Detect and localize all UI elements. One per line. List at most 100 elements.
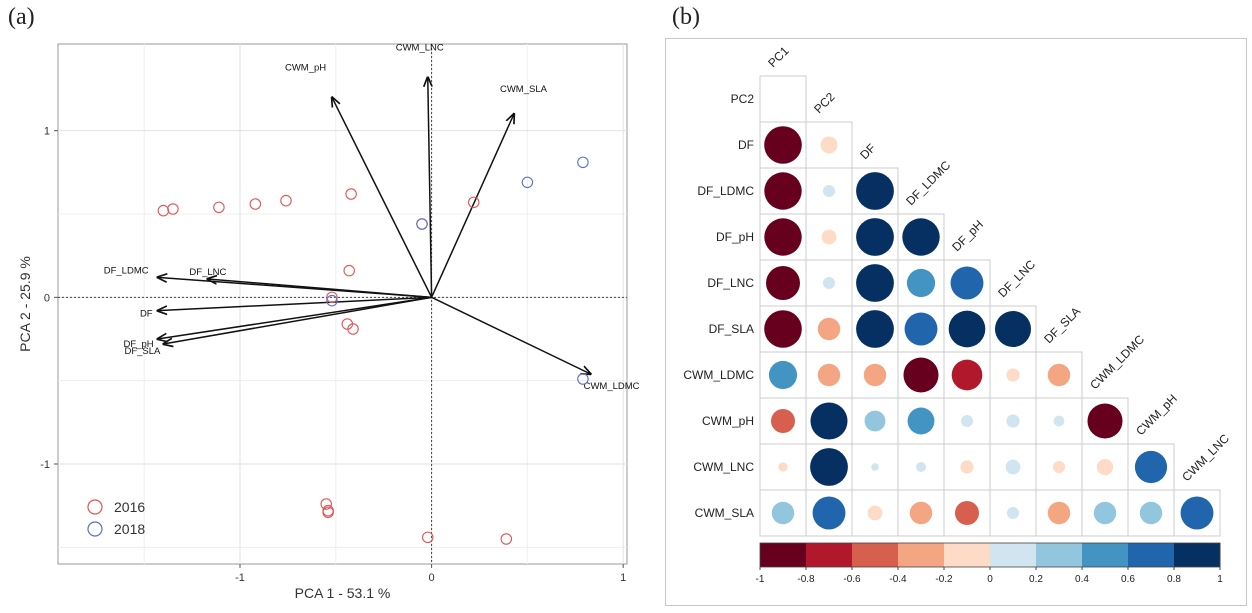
row-label-cwm-sla: CWM_SLA <box>695 506 754 520</box>
point-2016 <box>326 291 338 304</box>
point-2016 <box>249 198 262 210</box>
correlation-circle <box>904 312 938 346</box>
colorbar-tick-label: 0.2 <box>1029 574 1043 585</box>
correlation-circle <box>1134 450 1168 484</box>
row-label-df: DF <box>738 138 754 152</box>
colorbar-tick-label: -1 <box>756 574 765 585</box>
loading-arrow-df <box>158 296 432 310</box>
loading-arrow-cwm-ph <box>332 97 433 298</box>
correlation-circle <box>856 264 894 302</box>
correlation-circle <box>856 172 894 210</box>
correlation-circle <box>778 462 788 472</box>
point-2016 <box>320 498 332 510</box>
y-tick-label: 1 <box>44 126 50 138</box>
colorbar-tick-label: 1 <box>1217 574 1223 585</box>
point-2018 <box>326 294 338 307</box>
correlation-circle <box>766 266 800 300</box>
point-2016 <box>500 533 513 545</box>
loading-arrow-cwm-lnc <box>428 77 432 298</box>
loading-arrow-df-sla <box>163 296 432 344</box>
loading-label-cwm-sla: CWM_SLA <box>500 84 548 95</box>
correlation-circle <box>1096 458 1114 476</box>
correlation-circle <box>770 408 796 434</box>
matrix-cell <box>759 75 807 123</box>
correlation-circle <box>810 448 848 486</box>
row-label-df-ph: DF_pH <box>716 230 754 244</box>
correlation-circle <box>820 136 838 154</box>
loading-label-df-sla: DF_SLA <box>124 346 161 357</box>
correlation-circle <box>948 310 986 348</box>
colorbar-segment <box>990 543 1037 567</box>
column-label-pc2: PC2 <box>811 89 838 116</box>
column-label-df: DF <box>857 141 878 162</box>
colorbar-segment <box>898 543 945 567</box>
colorbar-segment <box>1174 543 1221 567</box>
correlation-circle <box>902 218 940 256</box>
colorbar-tick-label: -0.4 <box>889 574 907 585</box>
correlation-circle <box>764 126 802 164</box>
row-label-cwm-ldmc: CWM_LDMC <box>683 368 754 382</box>
legend-label-2018: 2018 <box>114 521 145 537</box>
correlation-circle <box>909 501 933 525</box>
correlation-circle <box>1052 460 1066 474</box>
correlation-circle <box>1006 368 1020 382</box>
point-2018 <box>416 218 428 230</box>
loading-arrow-cwm-ldmc <box>431 296 591 374</box>
correlation-circle <box>821 229 837 245</box>
pca-biplot: -1 0 1 -1 0 1 PCA 1 - 53.1 % PCA 2 - 25.9 % CWM_… <box>17 42 640 601</box>
loading-label-df-ph: DF_pH <box>124 339 154 350</box>
correlation-circle <box>764 172 802 210</box>
point-2018 <box>577 373 589 385</box>
colorbar-segment <box>1082 543 1129 567</box>
correlation-circle <box>856 310 894 348</box>
colorbar-segment <box>944 543 991 567</box>
row-label-cwm-ph: CWM_pH <box>702 414 754 428</box>
correlation-circle <box>1087 403 1123 439</box>
colorbar-segment <box>852 543 899 567</box>
colorbar-tick-label: -0.8 <box>797 574 815 585</box>
correlation-circle <box>1139 501 1163 525</box>
loading-label-df-ldmc: DF_LDMC <box>104 265 149 276</box>
correlation-circle <box>954 500 980 526</box>
colorbar-tick-label: 0 <box>987 574 993 585</box>
correlation-circle <box>867 505 883 521</box>
point-2016 <box>345 188 357 200</box>
y-axis-title: PCA 2 - 25.9 % <box>17 256 33 352</box>
colorbar-tick-label: 0.6 <box>1121 574 1135 585</box>
point-2016 <box>422 531 434 544</box>
correlation-circle <box>817 317 841 341</box>
loading-label-cwm-lnc: CWM_LNC <box>396 42 444 53</box>
column-label-df-ph: DF_pH <box>949 217 986 254</box>
loading-label-df-lnc: DF_LNC <box>189 267 226 278</box>
row-label-pc2: PC2 <box>731 92 755 106</box>
colorbar-tick-label: 0.4 <box>1075 574 1089 585</box>
column-label-df-ldmc: DF_LDMC <box>903 158 953 208</box>
point-2016 <box>280 194 292 207</box>
x-tick-label: -1 <box>235 572 245 584</box>
correlation-circle <box>764 310 802 348</box>
colorbar-tick-label: -0.6 <box>843 574 861 585</box>
column-label-cwm-lnc: CWM_LNC <box>1179 431 1232 484</box>
correlation-circle <box>915 461 927 473</box>
point-2016 <box>322 506 334 519</box>
correlation-circle <box>1053 415 1065 427</box>
correlation-circle <box>950 266 984 300</box>
correlation-circle <box>822 276 836 290</box>
column-label-cwm-ph: CWM_pH <box>1133 391 1180 438</box>
correlation-circle <box>817 363 841 387</box>
y-tick-label: 0 <box>44 292 50 304</box>
loading-label-cwm-ldmc: CWM_LDMC <box>584 381 640 392</box>
row-label-df-sla: DF_SLA <box>709 322 754 336</box>
correlation-circle <box>871 463 879 471</box>
correlation-circle <box>994 310 1032 348</box>
correlation-circle <box>907 407 935 435</box>
loading-label-cwm-ph: CWM_pH <box>285 62 326 73</box>
row-label-df-lnc: DF_LNC <box>707 276 754 290</box>
colorbar-tick-label: 0.8 <box>1167 574 1181 585</box>
correlation-circle <box>951 359 983 391</box>
colorbar-tick-label: -0.2 <box>935 574 953 585</box>
correlation-circle <box>906 268 936 298</box>
point-2018 <box>577 156 589 169</box>
colorbar-segment <box>1128 543 1175 567</box>
point-2016 <box>347 323 359 335</box>
